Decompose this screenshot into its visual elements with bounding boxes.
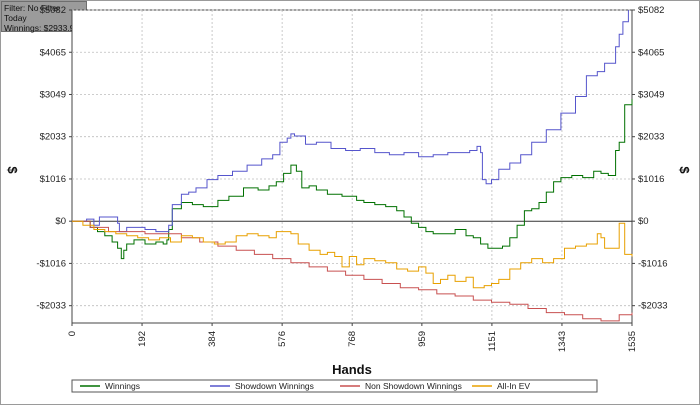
y-axis-right: $5082 $4065 $3049 $2033 $1016 $0 -$1016 -$2033 — [632, 5, 668, 312]
x-tick-label: 576 — [277, 331, 288, 347]
x-tick-label: 1151 — [487, 331, 498, 351]
x-tick-label: 959 — [417, 331, 428, 347]
y-tick-label-right: $1016 — [638, 174, 664, 185]
y-tick-label-left: $1016 — [40, 174, 66, 185]
x-tick-label: 1535 — [627, 331, 638, 352]
legend-label: Showdown Winnings — [235, 381, 314, 391]
winnings-label: Winnings: $2933.95 — [4, 23, 80, 33]
y-tick-label-left: $0 — [55, 216, 66, 227]
series-line-winnings — [72, 99, 633, 260]
x-tick-label: 192 — [137, 331, 148, 347]
x-tick-label: 1343 — [557, 331, 568, 352]
y-tick-label-left: -$1016 — [36, 258, 66, 269]
y-tick-label-right: $3049 — [638, 89, 664, 100]
x-tick-label: 768 — [347, 331, 358, 347]
y-axis-title-left: $ — [5, 166, 20, 174]
y-tick-label-left: $4065 — [40, 47, 66, 58]
period-label: Today — [4, 13, 27, 23]
y-tick-label-right: $0 — [638, 216, 649, 227]
y-axis-left: $5082 $4065 $3049 $2033 $1016 $0 -$1016 -$2033 — [36, 5, 72, 312]
series-line-all-in-ev — [72, 220, 633, 289]
y-tick-label-left: $2033 — [40, 132, 66, 143]
legend-box — [71, 379, 598, 393]
gridlines — [72, 9, 632, 323]
y-tick-label-right: $5082 — [638, 5, 664, 16]
y-tick-label-right: $2033 — [638, 132, 664, 143]
y-tick-label-right: -$1016 — [638, 258, 668, 269]
y-tick-label-right: $4065 — [638, 47, 664, 58]
y-tick-label-left: $5082 — [40, 5, 66, 16]
legend-label: All-In EV — [497, 381, 530, 391]
y-tick-label-left: $3049 — [40, 89, 66, 100]
legend-label: Non Showdown Winnings — [365, 381, 462, 391]
legend-label: Winnings — [105, 381, 140, 391]
series-line-showdown-winnings — [72, 10, 629, 233]
y-axis-title-right: $ — [677, 166, 692, 174]
x-axis: 0 192 384 576 768 959 1151 1343 1535 — [67, 323, 638, 352]
y-tick-label-left: -$2033 — [36, 301, 66, 312]
x-axis-title: Hands — [332, 362, 372, 377]
y-tick-label-right: -$2033 — [638, 301, 668, 312]
legend: Winnings Showdown Winnings Non Showdown Wi… — [71, 379, 598, 393]
filter-label: Filter: No Filter — [4, 3, 60, 13]
x-tick-label: 0 — [67, 331, 78, 336]
x-tick-label: 384 — [207, 331, 218, 347]
series-lines — [72, 10, 633, 322]
